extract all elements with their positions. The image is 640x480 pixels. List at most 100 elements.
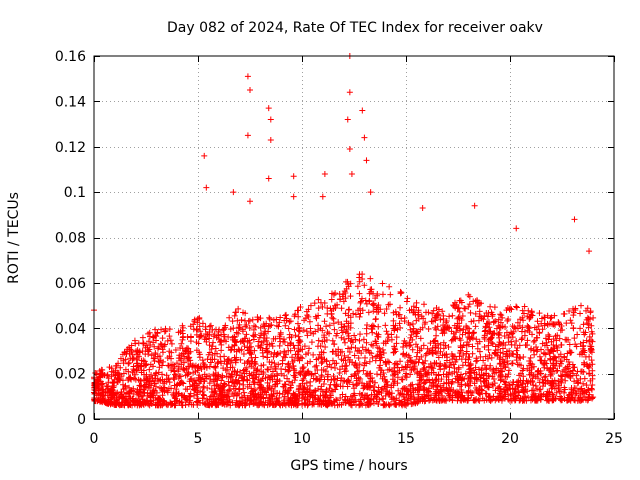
roti-point (177, 379, 184, 386)
roti-point (389, 376, 396, 383)
roti-point (308, 339, 315, 346)
roti-point (509, 379, 516, 386)
roti-point (326, 330, 333, 337)
roti-point (323, 389, 330, 396)
roti-point (179, 402, 186, 409)
roti-point (192, 386, 199, 393)
roti-point (478, 372, 485, 379)
roti-point (479, 395, 486, 402)
roti-point (376, 348, 383, 355)
roti-point (343, 278, 350, 285)
roti-point (173, 372, 180, 379)
roti-point (535, 375, 542, 382)
roti-point (334, 402, 341, 409)
roti-point (450, 361, 457, 368)
roti-point (201, 336, 208, 343)
roti-point (403, 374, 410, 381)
roti-point (458, 376, 465, 383)
roti-point (449, 397, 456, 404)
roti-point (218, 392, 225, 399)
roti-point (323, 323, 330, 330)
roti-point (462, 370, 469, 377)
roti-point (306, 345, 313, 352)
roti-peak-point (267, 116, 274, 123)
x-tick-label: 20 (501, 431, 519, 447)
roti-point (216, 339, 223, 346)
roti-point (111, 376, 118, 383)
roti-point (352, 336, 359, 343)
roti-peak-point (359, 107, 366, 114)
roti-peak-point (363, 157, 370, 164)
roti-point (352, 311, 359, 318)
roti-point (421, 386, 428, 393)
roti-point (312, 313, 319, 320)
roti-point (477, 313, 484, 320)
roti-point (434, 310, 441, 317)
roti-point (138, 363, 145, 370)
roti-point (475, 317, 482, 324)
roti-point (204, 384, 211, 391)
roti-point (368, 391, 375, 398)
roti-point (224, 399, 231, 406)
roti-point (381, 373, 388, 380)
roti-point (533, 393, 540, 400)
roti-point (164, 337, 171, 344)
roti-point (392, 308, 399, 315)
roti-point (93, 370, 100, 377)
roti-point (297, 346, 304, 353)
roti-point (404, 295, 411, 302)
roti-point (266, 314, 273, 321)
roti-point (282, 354, 289, 361)
roti-point (509, 360, 516, 367)
roti-point (514, 361, 521, 368)
roti-point (281, 393, 288, 400)
roti-point (525, 323, 532, 330)
roti-point (313, 362, 320, 369)
roti-point (388, 384, 395, 391)
y-tick-label: 0.08 (55, 231, 86, 247)
roti-point (577, 340, 584, 347)
x-tick-label: 10 (293, 431, 311, 447)
roti-point (176, 352, 183, 359)
roti-point (574, 397, 581, 404)
roti-point (388, 331, 395, 338)
roti-point (526, 357, 533, 364)
roti-point (318, 360, 325, 367)
roti-point (469, 343, 476, 350)
roti-point (255, 376, 262, 383)
roti-point (236, 372, 243, 379)
roti-point (115, 360, 122, 367)
roti-point (326, 385, 333, 392)
roti-point (464, 390, 471, 397)
roti-point (385, 301, 392, 308)
roti-point (421, 364, 428, 371)
roti-point (422, 319, 429, 326)
roti-point (168, 349, 175, 356)
roti-point (471, 374, 478, 381)
roti-point (286, 367, 293, 374)
x-tick-label: 0 (90, 431, 99, 447)
roti-point (330, 373, 337, 380)
roti-point (467, 369, 474, 376)
roti-point (254, 366, 261, 373)
roti-point (433, 305, 440, 312)
roti-point (517, 395, 524, 402)
roti-point (469, 350, 476, 357)
roti-point (276, 335, 283, 342)
roti-point (450, 330, 457, 337)
roti-point (374, 344, 381, 351)
roti-point (415, 398, 422, 405)
roti-point (444, 324, 451, 331)
roti-point (328, 290, 335, 297)
roti-point (483, 396, 490, 403)
roti-point (295, 386, 302, 393)
roti-point (463, 323, 470, 330)
roti-point (364, 321, 371, 328)
roti-point (320, 349, 327, 356)
roti-point (544, 377, 551, 384)
roti-point (332, 365, 339, 372)
roti-point (202, 401, 209, 408)
roti-point (504, 304, 511, 311)
roti-point (425, 325, 432, 332)
roti-point (585, 363, 592, 370)
